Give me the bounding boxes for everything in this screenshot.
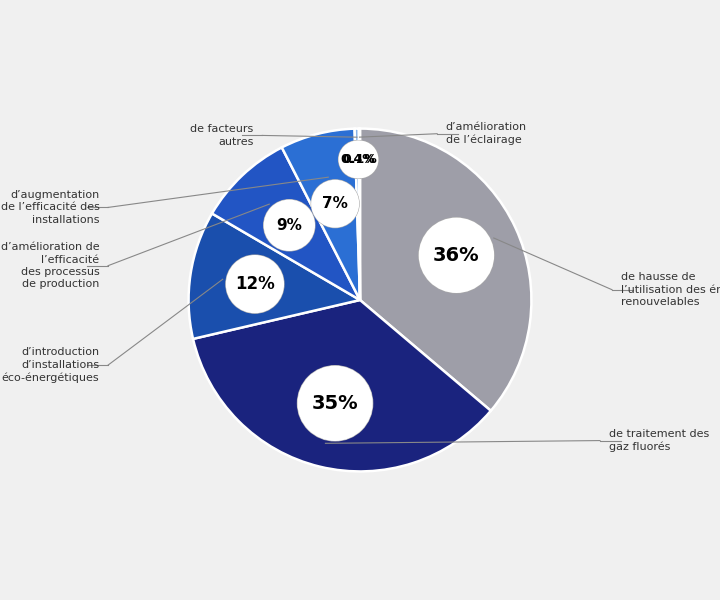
Text: 7%: 7%	[323, 196, 348, 211]
Circle shape	[226, 255, 284, 313]
Circle shape	[297, 365, 373, 441]
Text: 12%: 12%	[235, 275, 275, 293]
Wedge shape	[359, 128, 360, 300]
Wedge shape	[189, 214, 360, 339]
Wedge shape	[360, 128, 531, 411]
Circle shape	[338, 140, 376, 178]
Circle shape	[264, 200, 315, 251]
Circle shape	[341, 140, 379, 178]
Text: 9%: 9%	[276, 218, 302, 233]
Wedge shape	[354, 128, 360, 300]
Text: de traitement des
gaz fluorés: de traitement des gaz fluorés	[608, 429, 708, 452]
Text: 36%: 36%	[433, 246, 480, 265]
Text: de hausse de
l’utilisation des énergies
renouvelables: de hausse de l’utilisation des énergies …	[621, 272, 720, 307]
Text: d’amélioration de
l’efficacité
des processus
de production: d’amélioration de l’efficacité des proce…	[1, 242, 99, 289]
Text: d’introduction
d’installations
éco-énergétiques: d’introduction d’installations éco-énerg…	[2, 347, 99, 383]
Circle shape	[311, 180, 359, 228]
Wedge shape	[282, 128, 360, 300]
Text: 35%: 35%	[312, 394, 359, 413]
Wedge shape	[212, 148, 360, 300]
Wedge shape	[193, 300, 491, 472]
Text: d’amélioration
de l’éclairage: d’amélioration de l’éclairage	[446, 122, 527, 145]
Circle shape	[419, 218, 494, 293]
Text: 0.4%: 0.4%	[340, 153, 374, 166]
Text: de facteurs
autres: de facteurs autres	[191, 124, 253, 146]
Text: d’augmentation
de l’efficacité des
installations: d’augmentation de l’efficacité des insta…	[1, 190, 99, 225]
Text: 0.1%: 0.1%	[342, 153, 377, 166]
